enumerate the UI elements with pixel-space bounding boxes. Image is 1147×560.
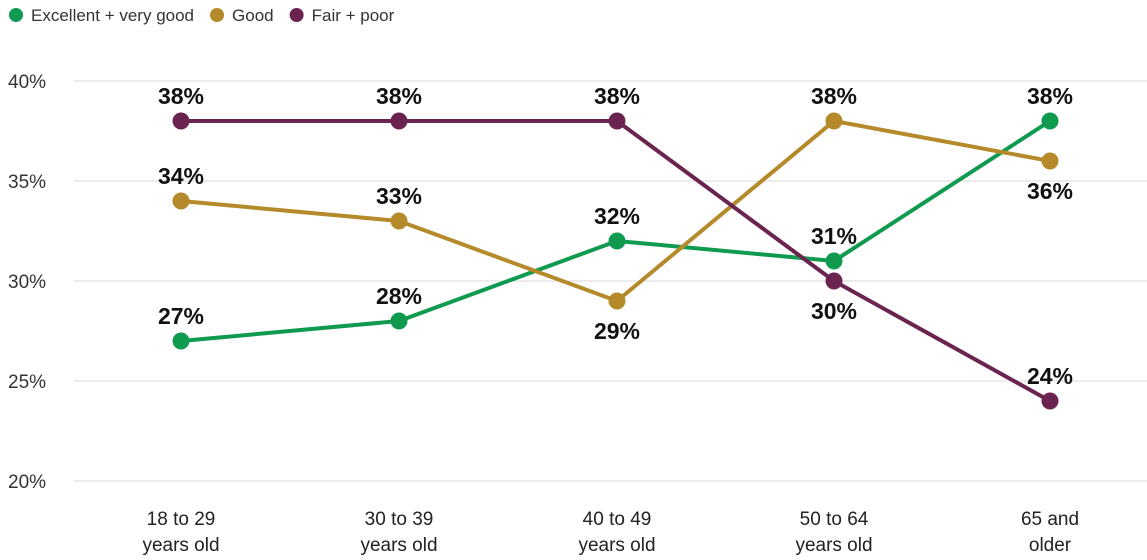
data-point-good — [172, 192, 190, 210]
data-label-good: 38% — [811, 83, 857, 109]
data-label-excellent-very-good: 28% — [376, 283, 422, 309]
data-point-excellent-very-good — [390, 312, 408, 330]
data-label-good: 36% — [1027, 178, 1073, 204]
x-tick-label: 18 to 29 — [147, 509, 216, 530]
x-tick-label: 40 to 49 — [583, 509, 652, 530]
data-label-excellent-very-good: 32% — [594, 203, 640, 229]
data-point-fair-poor — [390, 112, 408, 130]
data-point-fair-poor — [1041, 392, 1059, 410]
data-point-excellent-very-good — [608, 232, 626, 250]
data-point-fair-poor — [825, 272, 843, 290]
y-tick-label: 40% — [8, 72, 46, 93]
data-label-fair-poor: 38% — [376, 83, 422, 109]
data-label-fair-poor: 24% — [1027, 363, 1073, 389]
data-point-excellent-very-good — [825, 252, 843, 270]
data-label-good: 34% — [158, 163, 204, 189]
data-point-excellent-very-good — [172, 332, 190, 350]
x-tick-label: years old — [360, 535, 437, 556]
legend: Excellent + very good Good Fair + poor — [9, 6, 395, 25]
x-tick-label: older — [1029, 535, 1072, 556]
legend-marker-0 — [9, 8, 23, 22]
data-labels: 27% 28% 32% 31% 38% 34% 33% 29% 38% 36% 38% 38% 38% 3… — [158, 83, 1073, 389]
x-tick-label: years old — [142, 535, 219, 556]
x-tick-label: years old — [578, 535, 655, 556]
data-point-good — [608, 292, 626, 310]
y-tick-label: 30% — [8, 272, 46, 293]
y-tick-label: 20% — [8, 472, 46, 493]
legend-marker-1 — [210, 8, 225, 22]
series-lines — [179, 119, 1052, 403]
data-point-good — [390, 212, 408, 230]
legend-marker-2 — [289, 8, 304, 22]
series-points — [172, 112, 1059, 410]
data-label-fair-poor: 38% — [158, 83, 204, 109]
series-line-fair-poor — [179, 119, 1052, 403]
legend-label-1: Good — [232, 6, 274, 25]
y-tick-label: 35% — [8, 172, 46, 193]
x-tick-label: 30 to 39 — [365, 509, 434, 530]
y-axis: 20% 25% 30% 35% 40% — [8, 72, 46, 493]
data-label-good: 33% — [376, 183, 422, 209]
data-label-good: 29% — [594, 318, 640, 344]
x-axis: 18 to 29 years old 30 to 39 years old 40 to … — [142, 509, 1079, 556]
data-label-excellent-very-good: 38% — [1027, 83, 1073, 109]
gridlines — [74, 80, 1147, 482]
data-label-fair-poor: 38% — [594, 83, 640, 109]
legend-label-2: Fair + poor — [312, 6, 395, 25]
x-tick-label: 50 to 64 — [800, 509, 869, 530]
data-label-fair-poor: 30% — [811, 298, 857, 324]
y-tick-label: 25% — [8, 372, 46, 393]
data-point-good — [825, 112, 843, 130]
data-point-fair-poor — [608, 112, 626, 130]
legend-label-0: Excellent + very good — [31, 6, 194, 25]
data-point-good — [1041, 152, 1059, 170]
x-tick-label: years old — [795, 535, 872, 556]
data-label-excellent-very-good: 31% — [811, 223, 857, 249]
data-label-excellent-very-good: 27% — [158, 303, 204, 329]
data-point-fair-poor — [172, 112, 190, 130]
data-point-excellent-very-good — [1041, 112, 1059, 130]
x-tick-label: 65 and — [1021, 509, 1079, 530]
